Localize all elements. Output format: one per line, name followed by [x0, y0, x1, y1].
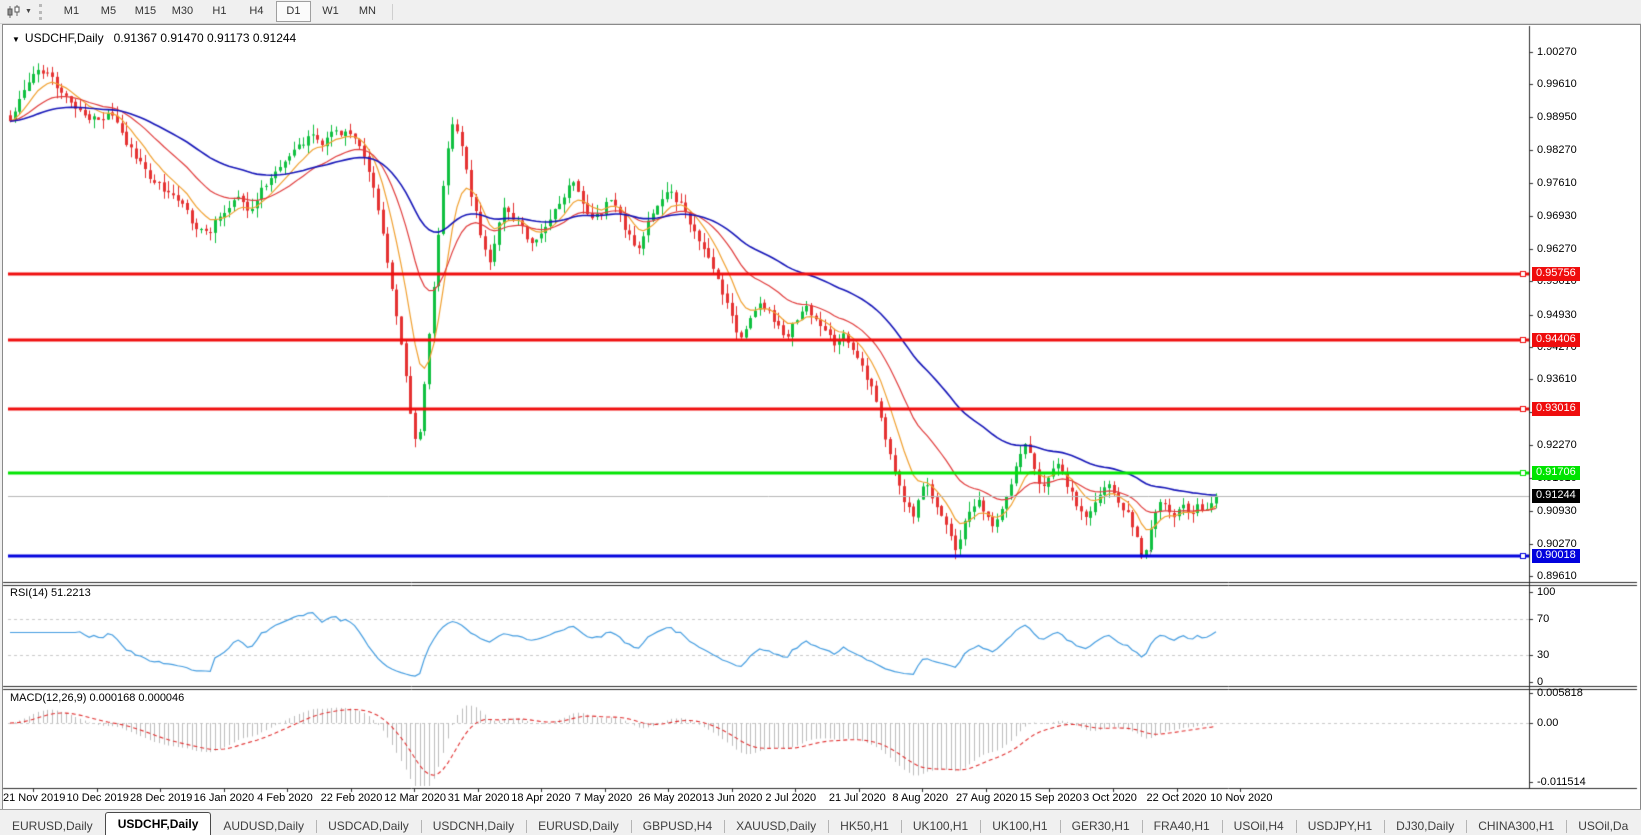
- tab-usdchf-daily[interactable]: USDCHF,Daily: [104, 812, 212, 835]
- tab-hk50-h1[interactable]: HK50,H1: [828, 816, 901, 835]
- tab-xauusd-daily[interactable]: XAUUSD,Daily: [724, 816, 828, 835]
- tab-dj30-daily[interactable]: DJ30,Daily: [1384, 816, 1466, 835]
- tab-usoil-h4[interactable]: USOil,H4: [1221, 816, 1296, 835]
- tab-audusd-daily[interactable]: AUDUSD,Daily: [223, 819, 305, 833]
- tab-usdjpy-h1[interactable]: USDJPY,H1: [1295, 816, 1384, 835]
- tab-china300-h1[interactable]: CHINA300,H1: [1466, 816, 1566, 835]
- tab-uk100-h1[interactable]: UK100,H1: [980, 816, 1059, 835]
- chart-tab-bar: EURUSD,Daily USDCHF,Daily AUDUSD,Daily USDC…: [0, 809, 1641, 835]
- tab-fra40-h1[interactable]: FRA40,H1: [1141, 816, 1222, 835]
- tab-eurusd-daily[interactable]: EURUSD,Daily: [526, 816, 631, 835]
- tab-eurusd-daily[interactable]: EURUSD,Daily: [12, 819, 93, 833]
- tab-gbpusd-h4[interactable]: GBPUSD,H4: [630, 816, 724, 835]
- tab-usoil-da[interactable]: USOil,Da: [1566, 816, 1640, 835]
- tab-ger30-h1[interactable]: GER30,H1: [1059, 816, 1142, 835]
- tab-usdcnh-daily[interactable]: USDCNH,Daily: [420, 816, 526, 835]
- tab-uk100-h1[interactable]: UK100,H1: [900, 816, 980, 835]
- tab-usdcad-daily[interactable]: USDCAD,Daily: [316, 816, 421, 835]
